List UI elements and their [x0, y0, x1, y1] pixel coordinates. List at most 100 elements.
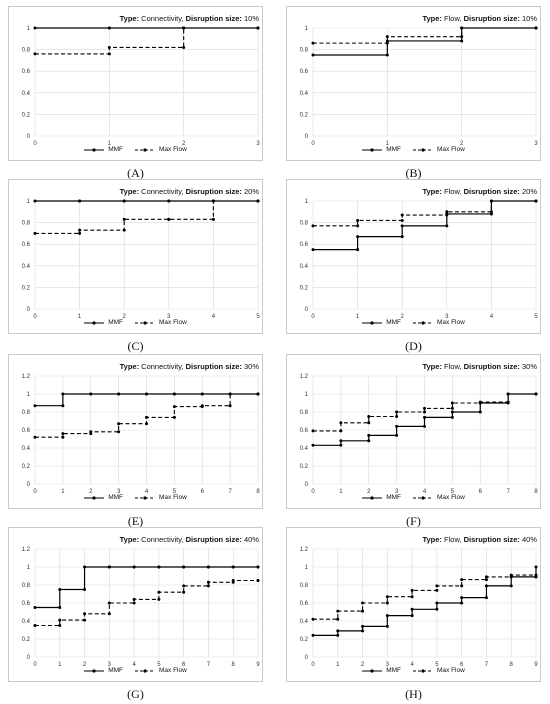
data-point-marker: [400, 213, 404, 217]
data-point-marker: [506, 400, 510, 404]
y-tick-label: 0.4: [22, 446, 31, 452]
x-tick-label: 9: [256, 662, 260, 668]
chart-frame: [286, 354, 541, 509]
legend-label: MMF: [108, 319, 123, 326]
data-point-marker: [145, 422, 148, 426]
data-point-marker: [33, 404, 37, 408]
y-tick-label: 0.2: [300, 637, 309, 643]
y-tick-label: 1.2: [22, 374, 31, 380]
data-point-marker: [534, 565, 538, 569]
data-point-marker: [132, 601, 136, 605]
x-tick-label: 1: [339, 489, 343, 495]
data-point-marker: [410, 588, 414, 592]
data-point-marker: [206, 565, 210, 569]
x-tick-label: 6: [182, 662, 186, 668]
data-point-marker: [132, 597, 136, 601]
y-tick-label: 0.6: [22, 69, 31, 75]
y-tick-label: 0.4: [300, 619, 309, 625]
y-tick-label: 0.2: [22, 112, 31, 118]
data-point-marker: [356, 248, 360, 252]
series-line-max-flow: [313, 574, 537, 620]
chart-title: Type: Flow, Disruption size: 10%: [286, 14, 541, 23]
x-tick-label: 4: [212, 314, 216, 320]
chart-title-part: Type:: [119, 362, 140, 371]
legend-item: MMF: [84, 494, 123, 501]
data-point-marker: [182, 45, 186, 49]
x-tick-label: 9: [534, 662, 538, 668]
legend-item: Max Flow: [413, 146, 465, 153]
y-tick-label: 0.6: [300, 601, 309, 607]
subfigure-label: (C): [127, 339, 144, 353]
data-point-marker: [256, 392, 260, 396]
data-point-marker: [450, 401, 454, 405]
legend-line-icon: [135, 147, 155, 152]
data-point-marker: [89, 430, 93, 434]
x-tick-label: 1: [108, 141, 112, 147]
data-point-marker: [33, 52, 37, 56]
data-point-marker: [385, 41, 389, 45]
data-point-marker: [400, 235, 404, 239]
y-tick-label: 0.8: [22, 221, 31, 227]
data-point-marker: [385, 39, 389, 43]
data-point-marker: [367, 439, 371, 443]
data-point-marker: [489, 212, 493, 216]
data-point-marker: [311, 248, 315, 252]
y-tick-label: 1: [305, 26, 309, 32]
chart-panel-f: Type: Flow, Disruption size: 30% 0 0.2 0.4 0…: [286, 354, 541, 529]
legend-marker: [370, 320, 374, 325]
y-tick-label: 0: [27, 134, 31, 140]
y-tick-label: 0.2: [22, 464, 31, 470]
subfigure-label: (B): [405, 166, 422, 180]
legend-marker: [421, 495, 425, 500]
x-tick-label: 5: [256, 314, 260, 320]
data-point-marker: [311, 41, 315, 45]
legend-item: MMF: [362, 667, 401, 674]
data-point-marker: [367, 433, 371, 437]
data-point-marker: [450, 406, 454, 410]
chart-title-part: Connectivity,: [139, 14, 186, 23]
data-point-marker: [256, 199, 260, 203]
y-tick-label: 0: [305, 134, 309, 140]
y-tick-label: 0: [27, 655, 31, 661]
series-line-max-flow: [35, 200, 258, 234]
legend-item: Max Flow: [135, 667, 187, 674]
chart-title-part: Disruption size:: [463, 187, 520, 196]
y-tick-label: 0.2: [300, 464, 309, 470]
data-point-marker: [311, 53, 315, 57]
legend-label: MMF: [386, 494, 401, 501]
legend-line-icon: [84, 147, 105, 152]
x-tick-label: 1: [61, 489, 65, 495]
legend-line-icon: [413, 320, 433, 325]
data-point-marker: [478, 400, 482, 404]
data-point-marker: [107, 612, 111, 616]
y-tick-label: 0.4: [300, 446, 309, 452]
chart-title-part: Flow,: [441, 14, 464, 23]
x-tick-label: 0: [33, 314, 37, 320]
data-point-marker: [256, 26, 260, 30]
y-tick-label: 0.8: [22, 583, 31, 589]
data-point-marker: [117, 430, 121, 434]
x-tick-label: 8: [534, 489, 538, 495]
x-tick-label: 1: [78, 314, 82, 320]
y-tick-label: 0.4: [300, 91, 309, 97]
y-tick-label: 0: [305, 482, 309, 488]
data-point-marker: [336, 633, 340, 637]
chart-title-part: Connectivity,: [139, 187, 186, 196]
data-point-marker: [58, 624, 62, 627]
chart-legend: MMF Max Flow: [8, 667, 263, 676]
data-point-marker: [339, 443, 343, 447]
y-tick-label: 0.4: [22, 619, 31, 625]
chart-title: Type: Connectivity, Disruption size: 30%: [8, 362, 263, 371]
x-tick-label: 4: [410, 662, 414, 668]
data-point-marker: [228, 404, 232, 408]
legend-marker: [421, 668, 425, 673]
chart-frame: [8, 179, 263, 334]
data-point-marker: [509, 584, 513, 588]
data-point-marker: [460, 601, 464, 605]
y-tick-label: 0.8: [22, 410, 31, 416]
y-tick-label: 1: [305, 392, 309, 398]
data-point-marker: [83, 588, 87, 591]
legend-label: Max Flow: [437, 319, 465, 326]
data-point-marker: [107, 45, 111, 49]
data-point-marker: [200, 404, 204, 408]
